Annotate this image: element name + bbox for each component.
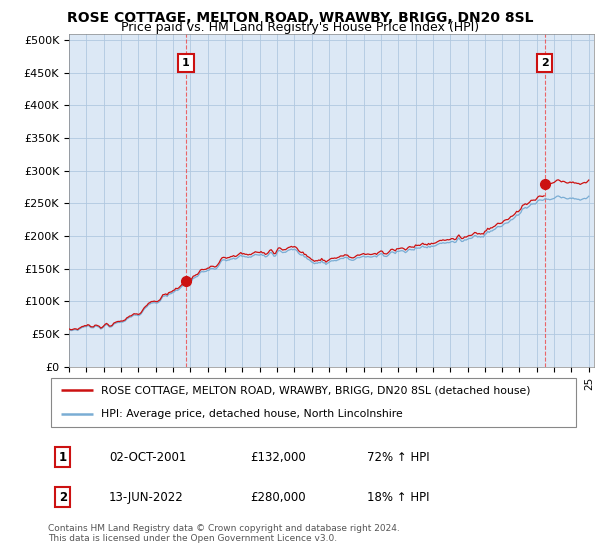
Text: 13-JUN-2022: 13-JUN-2022 <box>109 491 184 504</box>
Text: 2: 2 <box>59 491 67 504</box>
Text: Contains HM Land Registry data © Crown copyright and database right 2024.
This d: Contains HM Land Registry data © Crown c… <box>48 524 400 543</box>
Text: £280,000: £280,000 <box>250 491 305 504</box>
Text: 72% ↑ HPI: 72% ↑ HPI <box>367 451 429 464</box>
Text: ROSE COTTAGE, MELTON ROAD, WRAWBY, BRIGG, DN20 8SL (detached house): ROSE COTTAGE, MELTON ROAD, WRAWBY, BRIGG… <box>101 385 530 395</box>
Text: HPI: Average price, detached house, North Lincolnshire: HPI: Average price, detached house, Nort… <box>101 409 403 419</box>
Text: 02-OCT-2001: 02-OCT-2001 <box>109 451 187 464</box>
Text: Price paid vs. HM Land Registry's House Price Index (HPI): Price paid vs. HM Land Registry's House … <box>121 21 479 34</box>
Text: 2: 2 <box>541 58 548 68</box>
Text: ROSE COTTAGE, MELTON ROAD, WRAWBY, BRIGG, DN20 8SL: ROSE COTTAGE, MELTON ROAD, WRAWBY, BRIGG… <box>67 11 533 25</box>
Text: 18% ↑ HPI: 18% ↑ HPI <box>367 491 429 504</box>
Text: 1: 1 <box>59 451 67 464</box>
FancyBboxPatch shape <box>50 379 577 427</box>
Text: 1: 1 <box>182 58 190 68</box>
Text: £132,000: £132,000 <box>250 451 305 464</box>
